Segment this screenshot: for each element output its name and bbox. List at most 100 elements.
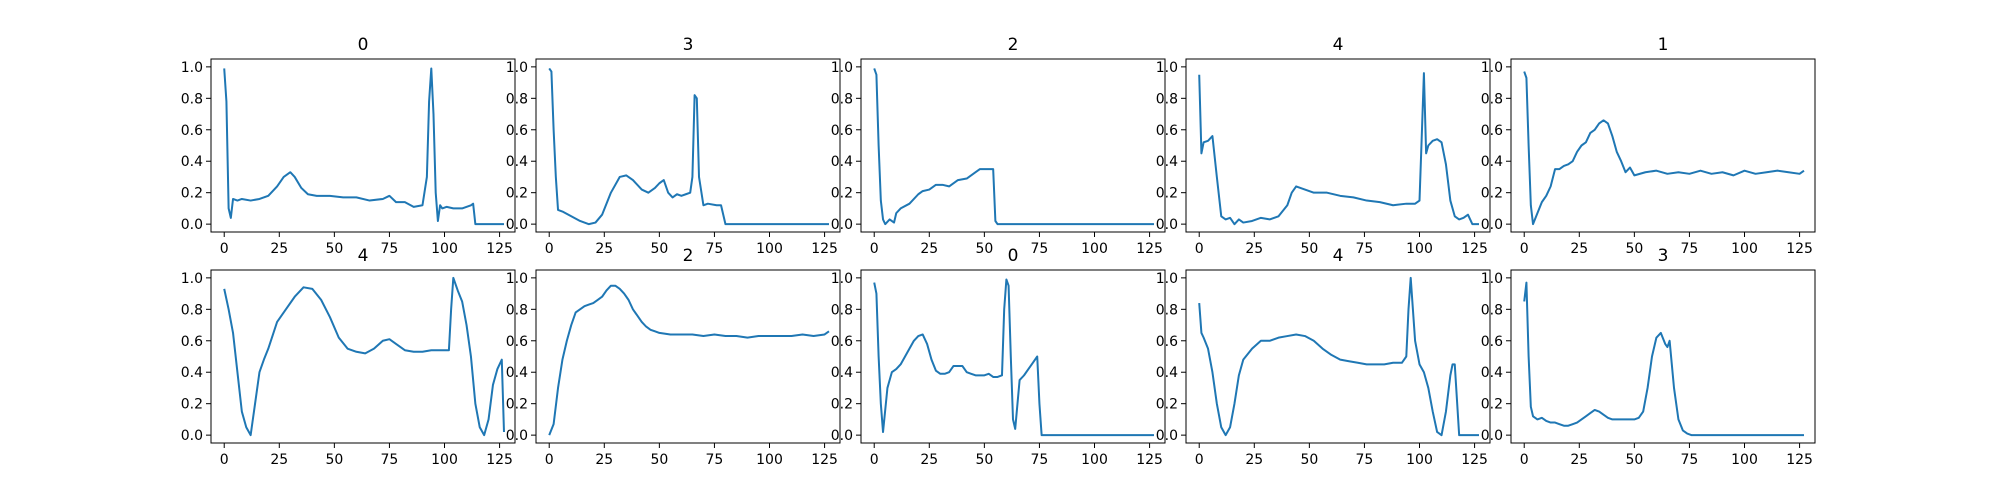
x-tick-label: 0 bbox=[870, 452, 879, 468]
subplot-title: 4 bbox=[1333, 246, 1344, 266]
y-tick-label: 0.2 bbox=[1156, 186, 1178, 202]
x-tick-label: 25 bbox=[1570, 452, 1588, 468]
subplot: 2 0 25 50 75 100 125 0.0 0.2 0.4 0.6 0.8 1.0 bbox=[831, 35, 1166, 257]
y-tick-label: 1.0 bbox=[1156, 271, 1178, 287]
x-tick-label: 100 bbox=[756, 241, 783, 257]
x-tick-label: 125 bbox=[811, 241, 838, 257]
x-tick-label: 75 bbox=[706, 241, 724, 257]
series-line bbox=[873, 278, 1154, 437]
x-tick-label: 25 bbox=[595, 452, 613, 468]
y-tick-label: 0.2 bbox=[181, 186, 203, 202]
x-tick-label: 0 bbox=[1520, 452, 1529, 468]
y-tick-label: 0.0 bbox=[181, 428, 203, 444]
y-tick-label: 0.0 bbox=[831, 217, 853, 233]
series-line bbox=[1198, 276, 1479, 437]
x-tick-label: 75 bbox=[706, 452, 724, 468]
y-tick-label: 1.0 bbox=[181, 271, 203, 287]
series-line bbox=[548, 284, 830, 436]
y-tick-label: 0.8 bbox=[506, 302, 528, 318]
x-tick-label: 100 bbox=[1731, 241, 1758, 257]
axes-frame bbox=[860, 269, 1166, 444]
x-tick-label: 100 bbox=[431, 241, 458, 257]
y-tick-label: 0.0 bbox=[506, 428, 528, 444]
x-tick-label: 25 bbox=[1245, 241, 1263, 257]
x-tick-label: 100 bbox=[1731, 452, 1758, 468]
x-tick-label: 50 bbox=[1625, 452, 1643, 468]
y-tick-label: 0.2 bbox=[1481, 186, 1503, 202]
x-tick-label: 0 bbox=[220, 241, 229, 257]
x-tick-label: 125 bbox=[1786, 452, 1813, 468]
x-tick-label: 50 bbox=[325, 241, 343, 257]
x-tick-label: 50 bbox=[1300, 241, 1318, 257]
x-tick-label: 125 bbox=[1136, 241, 1163, 257]
series-line bbox=[1523, 281, 1804, 437]
series-line bbox=[873, 68, 1154, 226]
y-tick-label: 0.4 bbox=[181, 365, 203, 381]
axes-frame bbox=[210, 58, 516, 233]
x-tick-label: 75 bbox=[1681, 241, 1699, 257]
x-tick-label: 50 bbox=[975, 452, 993, 468]
subplot-title: 0 bbox=[1008, 246, 1019, 266]
axes-frame bbox=[535, 269, 841, 444]
x-tick-label: 25 bbox=[270, 241, 288, 257]
y-tick-label: 0.2 bbox=[506, 186, 528, 202]
y-tick-label: 0.6 bbox=[181, 334, 203, 350]
axes-frame bbox=[1510, 269, 1816, 444]
y-tick-label: 1.0 bbox=[181, 60, 203, 76]
y-tick-label: 0.0 bbox=[831, 428, 853, 444]
x-tick-label: 0 bbox=[545, 241, 554, 257]
y-tick-label: 0.8 bbox=[181, 302, 203, 318]
x-tick-label: 125 bbox=[1461, 241, 1488, 257]
y-tick-label: 0.4 bbox=[181, 154, 203, 170]
x-tick-label: 25 bbox=[920, 241, 938, 257]
x-tick-label: 125 bbox=[1461, 452, 1488, 468]
x-tick-label: 0 bbox=[220, 452, 229, 468]
x-tick-label: 25 bbox=[1570, 241, 1588, 257]
x-tick-label: 50 bbox=[650, 452, 668, 468]
subplot-title: 4 bbox=[358, 246, 369, 266]
y-tick-label: 0.4 bbox=[1481, 365, 1503, 381]
y-tick-label: 0.2 bbox=[1156, 397, 1178, 413]
subplot-title: 1 bbox=[1658, 35, 1669, 55]
subplot-title: 0 bbox=[358, 35, 369, 55]
axes-frame bbox=[210, 269, 516, 444]
subplot: 0 0 25 50 75 100 125 0.0 0.2 0.4 0.6 0.8 1.0 bbox=[181, 35, 516, 257]
y-tick-label: 0.0 bbox=[1481, 217, 1503, 233]
subplot: 4 0 25 50 75 100 125 0.0 0.2 0.4 0.6 0.8 1.0 bbox=[1156, 35, 1491, 257]
y-tick-label: 0.8 bbox=[1481, 91, 1503, 107]
y-tick-label: 0.2 bbox=[1481, 397, 1503, 413]
x-tick-label: 50 bbox=[1625, 241, 1643, 257]
y-tick-label: 1.0 bbox=[831, 271, 853, 287]
x-tick-label: 100 bbox=[1081, 241, 1108, 257]
x-tick-label: 125 bbox=[1136, 452, 1163, 468]
y-tick-label: 0.6 bbox=[831, 123, 853, 139]
y-tick-label: 1.0 bbox=[1481, 60, 1503, 76]
y-tick-label: 0.4 bbox=[1481, 154, 1503, 170]
series-line bbox=[223, 67, 504, 226]
y-tick-label: 0.8 bbox=[1156, 302, 1178, 318]
x-tick-label: 50 bbox=[325, 452, 343, 468]
series-line bbox=[1523, 71, 1805, 226]
x-tick-label: 0 bbox=[1195, 452, 1204, 468]
axes-frame bbox=[1185, 269, 1491, 444]
subplot: 4 0 25 50 75 100 125 0.0 0.2 0.4 0.6 0.8 1.0 bbox=[181, 246, 516, 468]
y-tick-label: 0.8 bbox=[1481, 302, 1503, 318]
y-tick-label: 1.0 bbox=[1156, 60, 1178, 76]
y-tick-label: 0.8 bbox=[831, 91, 853, 107]
x-tick-label: 0 bbox=[870, 241, 879, 257]
subplot-title: 3 bbox=[1658, 246, 1669, 266]
subplot: 0 0 25 50 75 100 125 0.0 0.2 0.4 0.6 0.8 1.0 bbox=[831, 246, 1166, 468]
subplot: 3 0 25 50 75 100 125 0.0 0.2 0.4 0.6 0.8 1.0 bbox=[1481, 246, 1816, 468]
subplot: 2 0 25 50 75 100 125 0.0 0.2 0.4 0.6 0.8 1.0 bbox=[506, 246, 841, 468]
y-tick-label: 1.0 bbox=[506, 60, 528, 76]
subplot: 4 0 25 50 75 100 125 0.0 0.2 0.4 0.6 0.8 1.0 bbox=[1156, 246, 1491, 468]
series-line bbox=[548, 67, 829, 226]
y-tick-label: 0.6 bbox=[1156, 123, 1178, 139]
x-tick-label: 25 bbox=[270, 452, 288, 468]
x-tick-label: 100 bbox=[756, 452, 783, 468]
axes-frame bbox=[1510, 58, 1816, 233]
x-tick-label: 125 bbox=[486, 452, 513, 468]
x-tick-label: 75 bbox=[1681, 452, 1699, 468]
